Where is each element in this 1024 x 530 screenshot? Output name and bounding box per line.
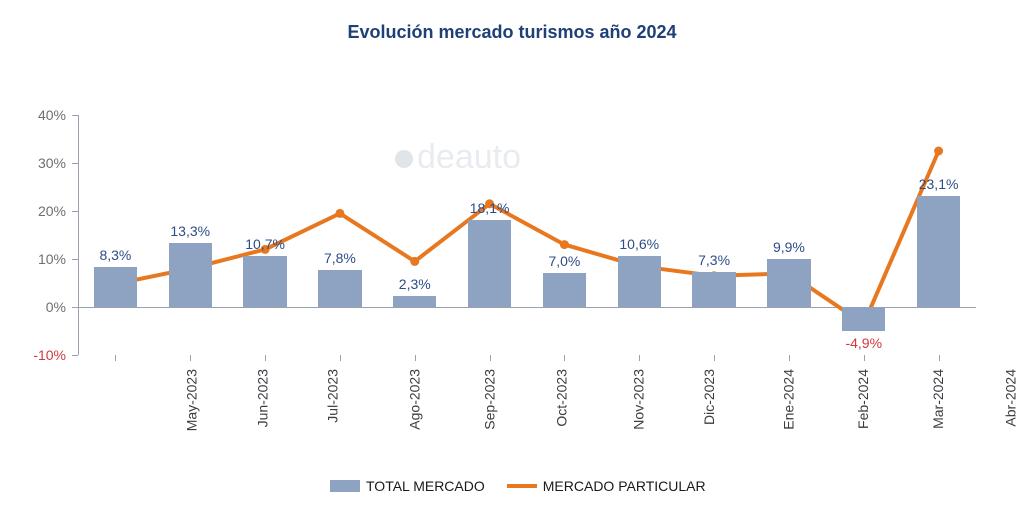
bar bbox=[94, 267, 137, 307]
bar-value-label: -4,9% bbox=[845, 335, 882, 351]
y-tick-mark bbox=[72, 115, 78, 116]
bar-value-label: 10,7% bbox=[245, 236, 285, 252]
y-tick-label: -10% bbox=[33, 347, 66, 363]
x-tick-label: Ago-2023 bbox=[407, 369, 423, 430]
x-tick-mark bbox=[265, 355, 266, 361]
line-marker bbox=[560, 240, 569, 249]
x-tick-label: Ene-2024 bbox=[781, 369, 797, 430]
bar-value-label: 13,3% bbox=[170, 223, 210, 239]
y-tick-label: 0% bbox=[46, 299, 66, 315]
legend-label: MERCADO PARTICULAR bbox=[543, 478, 706, 494]
y-tick-mark bbox=[72, 355, 78, 356]
x-tick-label: Mar-2024 bbox=[930, 369, 946, 429]
x-tick-mark bbox=[490, 355, 491, 361]
x-tick-mark bbox=[714, 355, 715, 361]
x-tick-label: Nov-2023 bbox=[631, 369, 647, 430]
bar bbox=[243, 256, 286, 307]
legend: TOTAL MERCADO MERCADO PARTICULAR bbox=[330, 478, 706, 494]
bar bbox=[468, 220, 511, 307]
x-tick-label: Dic-2023 bbox=[701, 369, 717, 425]
bar-value-label: 18,1% bbox=[470, 200, 510, 216]
line-series bbox=[115, 151, 938, 324]
bar-value-label: 23,1% bbox=[919, 176, 959, 192]
y-tick-label: 10% bbox=[38, 251, 66, 267]
bar-value-label: 7,8% bbox=[324, 250, 356, 266]
x-tick-mark bbox=[939, 355, 940, 361]
y-tick-label: 20% bbox=[38, 203, 66, 219]
x-tick-label: Jul-2023 bbox=[325, 369, 341, 423]
line-marker bbox=[410, 257, 419, 266]
bar bbox=[692, 272, 735, 307]
bar-value-label: 7,3% bbox=[698, 252, 730, 268]
x-tick-label: Abr-2024 bbox=[1002, 369, 1018, 427]
x-tick-label: Sep-2023 bbox=[481, 369, 497, 430]
x-tick-mark bbox=[190, 355, 191, 361]
bar bbox=[618, 256, 661, 307]
y-tick-mark bbox=[72, 259, 78, 260]
bar bbox=[393, 296, 436, 307]
bar-value-label: 8,3% bbox=[99, 247, 131, 263]
x-tick-label: Jun-2023 bbox=[255, 369, 271, 427]
y-tick-mark bbox=[72, 307, 78, 308]
line-marker bbox=[335, 209, 344, 218]
y-tick-mark bbox=[72, 163, 78, 164]
plot-area: -10%0%10%20%30%40%May-2023Jun-2023Jul-20… bbox=[78, 115, 976, 355]
bar bbox=[917, 196, 960, 307]
chart-title: Evolución mercado turismos año 2024 bbox=[0, 22, 1024, 43]
bar bbox=[318, 270, 361, 307]
line-markers bbox=[111, 147, 943, 329]
bar-value-label: 7,0% bbox=[548, 253, 580, 269]
y-axis-line bbox=[78, 115, 79, 355]
x-tick-mark bbox=[415, 355, 416, 361]
x-tick-mark bbox=[864, 355, 865, 361]
bar bbox=[842, 307, 885, 331]
bar bbox=[767, 259, 810, 307]
y-tick-label: 30% bbox=[38, 155, 66, 171]
bar bbox=[543, 273, 586, 307]
x-tick-mark bbox=[340, 355, 341, 361]
bar-value-label: 2,3% bbox=[399, 276, 431, 292]
legend-label: TOTAL MERCADO bbox=[366, 478, 485, 494]
x-tick-mark bbox=[639, 355, 640, 361]
legend-swatch-line bbox=[507, 480, 537, 492]
x-tick-mark bbox=[115, 355, 116, 361]
x-tick-mark bbox=[564, 355, 565, 361]
x-tick-mark bbox=[789, 355, 790, 361]
chart-container: Evolución mercado turismos año 2024 deau… bbox=[0, 0, 1024, 530]
y-tick-label: 40% bbox=[38, 107, 66, 123]
bar bbox=[169, 243, 212, 307]
bar-value-label: 9,9% bbox=[773, 239, 805, 255]
x-tick-label: Oct-2023 bbox=[553, 369, 569, 427]
legend-item: TOTAL MERCADO bbox=[330, 478, 485, 494]
y-tick-mark bbox=[72, 211, 78, 212]
line-marker bbox=[934, 147, 943, 156]
bar-value-label: 10,6% bbox=[619, 236, 659, 252]
x-tick-label: May-2023 bbox=[184, 369, 200, 431]
legend-swatch-bar bbox=[330, 480, 360, 492]
legend-item: MERCADO PARTICULAR bbox=[507, 478, 706, 494]
x-tick-label: Feb-2024 bbox=[855, 369, 871, 429]
